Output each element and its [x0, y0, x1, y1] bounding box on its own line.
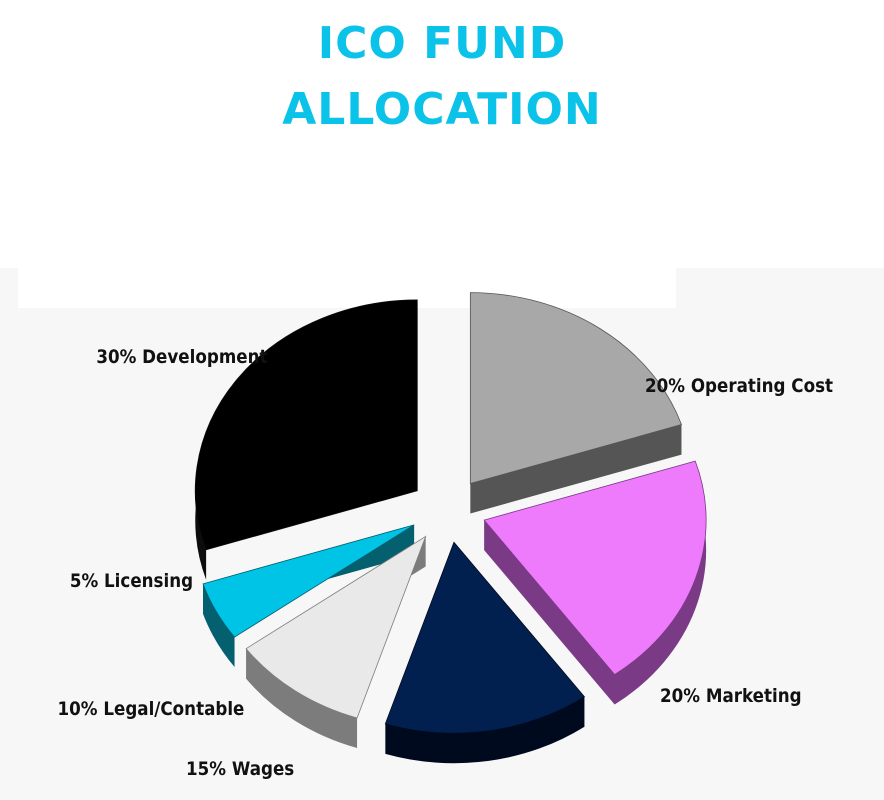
label-operating-cost: 20% Operating Cost	[645, 375, 834, 397]
pie-slice-licensing	[202, 524, 415, 668]
label-licensing: 5% Licensing	[69, 570, 193, 592]
pie-slice-top-legal-contable	[245, 535, 427, 719]
chart-background-strip	[18, 268, 676, 308]
label-development: 30% Development	[95, 346, 267, 368]
pie-slice-top-operating-cost	[469, 292, 682, 485]
pie-slice-top-marketing	[483, 460, 707, 676]
chart-title-line-1: ICO FUND	[317, 18, 567, 69]
label-marketing: 20% Marketing	[660, 685, 802, 707]
pie-slice-development	[194, 299, 418, 580]
label-legal-contable: 10% Legal/Contable	[57, 698, 244, 720]
chart-title-line-2: ALLOCATION	[282, 84, 602, 135]
pie-slice-top-licensing	[202, 524, 415, 638]
label-wages: 15% Wages	[186, 758, 295, 780]
pie-slice-side-licensing	[203, 524, 415, 668]
pie-slice-marketing	[483, 460, 707, 705]
pie-slice-operating-cost	[469, 292, 682, 514]
pie-slice-wages	[384, 541, 586, 764]
pie-slice-legal-contable	[245, 535, 427, 749]
pie-slice-top-wages	[384, 541, 586, 734]
pie-slice-top-development	[194, 299, 418, 551]
